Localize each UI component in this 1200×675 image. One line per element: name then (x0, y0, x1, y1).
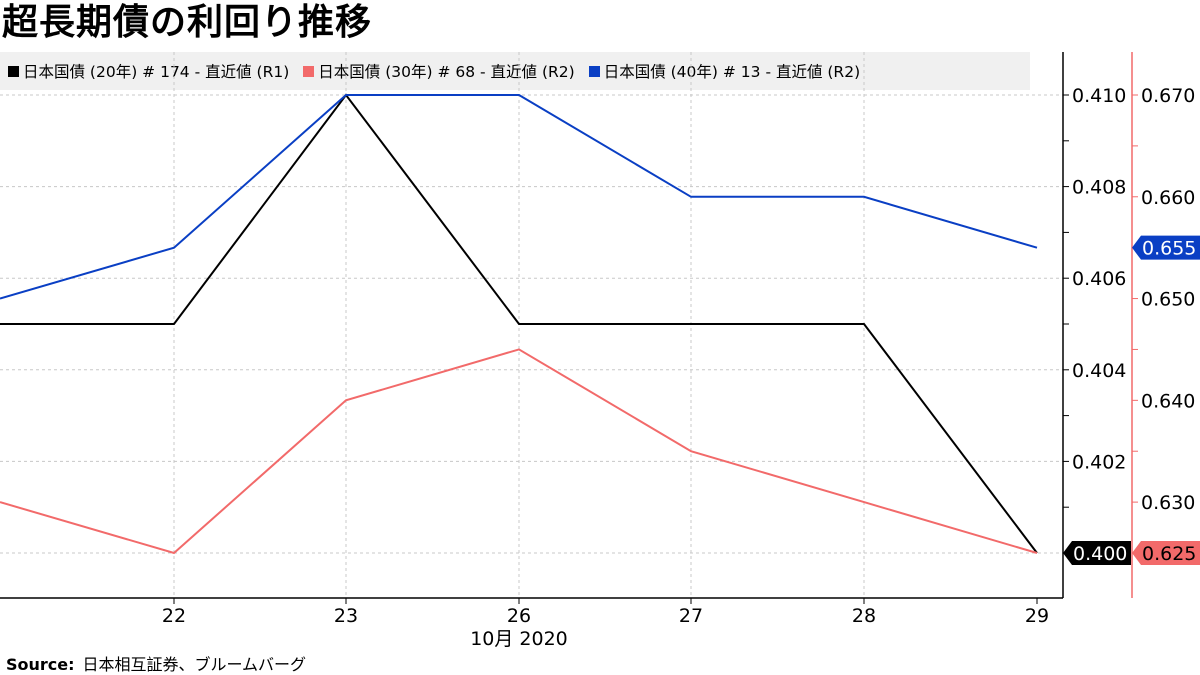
last-value-label: 0.400 (1073, 543, 1127, 565)
r1-tick-label: 0.406 (1072, 268, 1126, 290)
legend-label: 日本国債 (20年) # 174 - 直近値 (R1) (23, 63, 290, 81)
source-note: Source: 日本相互証券、ブルームバーグ (6, 651, 306, 675)
legend-swatch-blue (588, 65, 600, 77)
r2-tick-label: 0.670 (1141, 85, 1195, 107)
source-text: 日本相互証券、ブルームバーグ (82, 655, 307, 674)
x-tick-label: 23 (334, 605, 358, 627)
r2-tick-label: 0.630 (1141, 492, 1195, 514)
legend-label: 日本国債 (40年) # 13 - 直近値 (R2) (603, 63, 861, 81)
legend: 日本国債 (20年) # 174 - 直近値 (R1) 日本国債 (30年) #… (0, 52, 1030, 90)
r2-tick-label: 0.640 (1141, 390, 1195, 412)
x-tick-label: 28 (852, 605, 876, 627)
series-lines (0, 93, 1038, 555)
last-value-label: 0.655 (1142, 238, 1196, 260)
x-tick-label: 27 (679, 605, 703, 627)
legend-label: 日本国債 (30年) # 68 - 直近値 (R2) (318, 63, 575, 81)
legend-item-40y: 日本国債 (40年) # 13 - 直近値 (R2) (588, 60, 861, 82)
series-line (0, 93, 1038, 554)
x-tick-label: 22 (162, 605, 186, 627)
x-tick-label: 26 (507, 605, 531, 627)
r1-tick-label: 0.410 (1072, 85, 1126, 107)
legend-swatch-black (8, 65, 19, 77)
series-line (0, 348, 1038, 555)
chart-title: 超長期債の利回り推移 (2, 2, 373, 43)
x-axis-caption: 10月 2020 (470, 628, 568, 650)
axes: 22 23 26 27 28 29 10月 2020 0.410 0.408 0.406 0.404… (0, 52, 1200, 650)
series-line (0, 94, 1038, 300)
last-value-flag (1132, 235, 1200, 260)
legend-item-30y: 日本国債 (30年) # 68 - 直近値 (R2) (303, 60, 575, 82)
x-tick-label: 29 (1025, 605, 1049, 627)
r1-tick-label: 0.404 (1072, 360, 1126, 382)
last-value-flag (1132, 541, 1200, 565)
r2-tick-label: 0.650 (1141, 289, 1195, 311)
last-value-flag (1063, 541, 1131, 565)
last-value-label: 0.625 (1142, 543, 1196, 565)
legend-swatch-red (303, 65, 315, 77)
r1-tick-label: 0.402 (1072, 451, 1126, 473)
source-label: Source: (6, 655, 75, 674)
legend-item-20y: 日本国債 (20年) # 174 - 直近値 (R1) (8, 60, 289, 82)
r1-tick-label: 0.408 (1072, 177, 1126, 199)
r2-tick-label: 0.660 (1141, 187, 1195, 209)
